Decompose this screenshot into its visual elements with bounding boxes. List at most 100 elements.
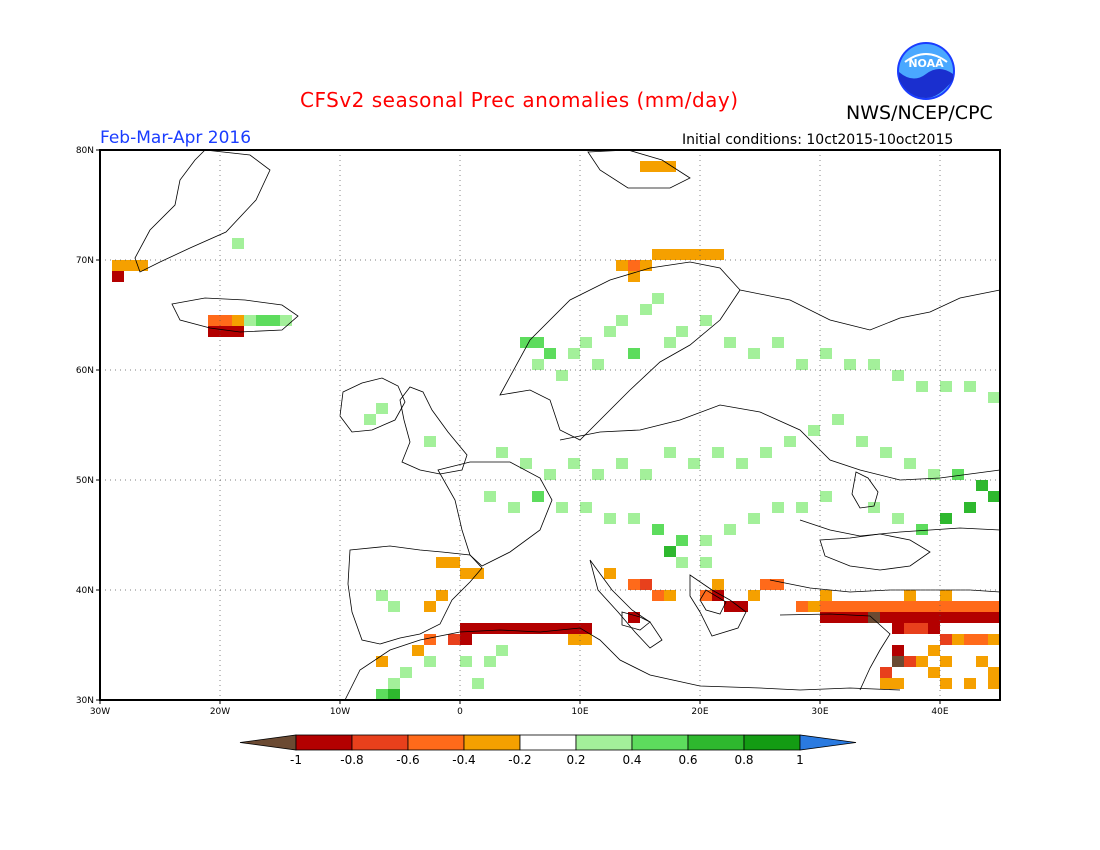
- anomaly-cell: [964, 381, 976, 392]
- anomaly-cell: [784, 436, 796, 447]
- anomaly-cell: [628, 513, 640, 524]
- anomaly-cell: [820, 348, 832, 359]
- axis-ticks: 30N 40N 50N 60N 70N 80N 30W 20W 10W 0 10E 20E 30E 40E: [76, 146, 949, 717]
- anomaly-cell: [904, 458, 916, 469]
- anomaly-cell: [796, 359, 808, 370]
- anomaly-cell: [724, 601, 736, 612]
- anomaly-cell: [952, 634, 964, 645]
- anomaly-cell: [244, 315, 256, 326]
- anomaly-cell: [904, 623, 916, 634]
- lon-tick-label: 30E: [811, 707, 828, 717]
- anomaly-cell: [712, 579, 724, 590]
- anomaly-cell: [652, 524, 664, 535]
- anomaly-cell: [688, 458, 700, 469]
- anomaly-cell: [616, 458, 628, 469]
- anomaly-cell: [676, 535, 688, 546]
- anomaly-cell: [448, 557, 460, 568]
- anomaly-cell: [136, 260, 148, 271]
- anomaly-cell: [388, 689, 400, 700]
- anomaly-cell: [532, 337, 544, 348]
- anomaly-cell: [520, 623, 532, 634]
- anomaly-cell: [376, 403, 388, 414]
- anomaly-cell: [424, 436, 436, 447]
- lon-tick-label: 40E: [931, 707, 948, 717]
- anomaly-cell: [544, 469, 556, 480]
- anomaly-cell: [880, 612, 892, 623]
- anomaly-cell: [532, 359, 544, 370]
- colorbar: -1 -0.8 -0.6 -0.4 -0.2 0.2 0.4 0.6 0.8 1: [239, 734, 857, 767]
- map-frame: [99, 149, 1001, 701]
- anomaly-cell: [604, 326, 616, 337]
- anomaly-cell: [940, 381, 952, 392]
- anomaly-cell: [688, 249, 700, 260]
- gridlines: [100, 150, 1000, 700]
- anomaly-cell: [208, 326, 220, 337]
- anomaly-cell: [772, 337, 784, 348]
- anomaly-cell: [220, 315, 232, 326]
- anomaly-cell: [904, 601, 916, 612]
- anomaly-cell: [376, 656, 388, 667]
- anomaly-cell: [808, 601, 820, 612]
- anomaly-cell: [820, 590, 832, 601]
- colorbar-label: -0.4: [452, 753, 475, 767]
- lon-tick-label: 30W: [90, 707, 110, 717]
- anomaly-cell: [616, 260, 628, 271]
- anomaly-cell: [424, 601, 436, 612]
- anomaly-cell: [832, 601, 844, 612]
- anomaly-cell: [652, 590, 664, 601]
- anomaly-cell: [988, 667, 1000, 678]
- anomaly-cell: [892, 645, 904, 656]
- anomaly-cell: [436, 590, 448, 601]
- anomaly-cell: [484, 656, 496, 667]
- anomaly-cell: [700, 590, 712, 601]
- anomaly-cell: [544, 348, 556, 359]
- anomaly-cell: [736, 601, 748, 612]
- anomaly-cell: [112, 271, 124, 282]
- anomaly-cell: [928, 469, 940, 480]
- anomaly-cell: [892, 370, 904, 381]
- lon-tick-label: 20W: [210, 707, 230, 717]
- anomaly-cell: [964, 601, 976, 612]
- anomaly-cell: [964, 612, 976, 623]
- colorbar-segment: [407, 734, 465, 751]
- anomaly-cell: [868, 612, 880, 623]
- anomaly-cell: [748, 590, 760, 601]
- anomaly-cell: [664, 249, 676, 260]
- anomaly-cell: [556, 370, 568, 381]
- colorbar-label: -0.2: [508, 753, 531, 767]
- anomaly-cell: [424, 634, 436, 645]
- anomaly-cell: [472, 623, 484, 634]
- anomaly-cell: [556, 502, 568, 513]
- anomaly-cell: [712, 447, 724, 458]
- anomaly-cell: [868, 502, 880, 513]
- lat-tick-label: 60N: [76, 366, 94, 376]
- lat-tick-label: 40N: [76, 586, 94, 596]
- anomaly-cell: [748, 513, 760, 524]
- anomaly-cell: [880, 601, 892, 612]
- anomaly-cell: [856, 612, 868, 623]
- colorbar-label: 0.4: [622, 753, 641, 767]
- anomaly-cell: [940, 656, 952, 667]
- organization-label: NWS/NCEP/CPC: [846, 102, 993, 124]
- anomaly-cell: [940, 513, 952, 524]
- anomaly-cell: [628, 348, 640, 359]
- anomaly-cell: [892, 623, 904, 634]
- colorbar-segment: [631, 734, 689, 751]
- anomaly-cell: [796, 502, 808, 513]
- colorbar-segment: [295, 734, 353, 751]
- anomaly-cell: [520, 337, 532, 348]
- anomaly-cell: [988, 392, 1000, 403]
- anomaly-cell: [916, 656, 928, 667]
- anomaly-cell: [700, 557, 712, 568]
- anomaly-cell: [808, 425, 820, 436]
- anomaly-cell: [664, 590, 676, 601]
- anomaly-cell: [112, 260, 124, 271]
- anomaly-cell: [928, 623, 940, 634]
- anomaly-cell: [388, 601, 400, 612]
- anomaly-cell: [964, 634, 976, 645]
- initial-conditions-label: Initial conditions: 10ct2015-10oct2015: [682, 132, 954, 148]
- colorbar-segment: [743, 734, 801, 751]
- colorbar-label: -0.6: [396, 753, 419, 767]
- anomaly-cell: [676, 326, 688, 337]
- anomaly-cell: [676, 249, 688, 260]
